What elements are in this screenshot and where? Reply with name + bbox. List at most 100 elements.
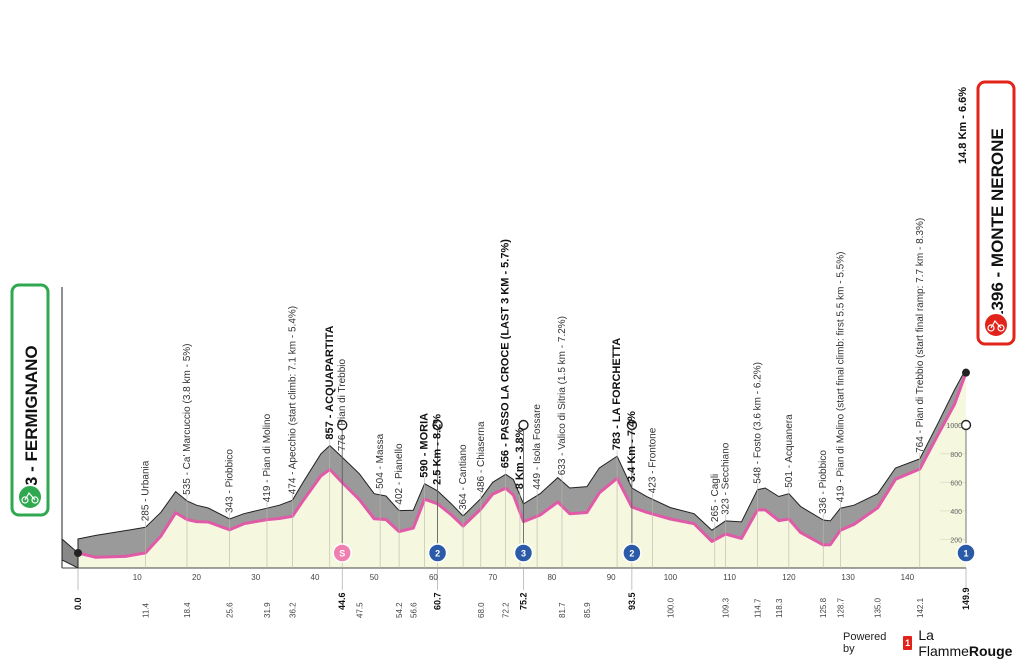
waypoint-label: 535 - Ca' Marcuccio (3.8 km - 5%) xyxy=(182,343,193,494)
km-waypoint-label: 72.2 xyxy=(502,602,511,618)
cyclist-icon xyxy=(983,312,1009,338)
km-waypoint-label: 25.6 xyxy=(226,602,235,618)
km-waypoint-label: 56.6 xyxy=(409,602,418,618)
km-waypoint-label: 114.7 xyxy=(754,598,763,618)
x-tick-label: 70 xyxy=(488,573,497,582)
elevation-tick-label: 600 xyxy=(950,480,962,487)
finish-label: 1396 - MONTE NERONE xyxy=(988,128,1007,320)
final-gradient-label: 14.8 Km - 6.6% xyxy=(957,87,969,164)
finish-banner: 1396 - MONTE NERONE 14.8 Km - 6.6% xyxy=(957,80,1016,346)
km-waypoint-label: 60.7 xyxy=(433,592,443,610)
waypoint-label: 402 - Pianello xyxy=(394,443,405,505)
waypoint-label: 633 - Valico di Sitria (1.5 km - 7.2%) xyxy=(557,316,568,475)
waypoint-label: 764 - Pian di Trebbio (start final ramp:… xyxy=(915,218,926,453)
elevation-tick-label: 200 xyxy=(950,537,962,544)
climb-category-badge xyxy=(956,543,976,563)
waypoint-label: 449 - Isola Fossare xyxy=(532,404,543,490)
km-waypoint-label: 18.4 xyxy=(183,602,192,618)
waypoint-label: 336 - Piobbico xyxy=(818,450,829,514)
brand-name: La FlammeRouge xyxy=(918,627,1013,659)
km-waypoint-label: 81.7 xyxy=(558,602,567,618)
km-waypoint-label: 31.9 xyxy=(263,602,272,618)
x-tick-label: 120 xyxy=(782,573,796,582)
waypoint-label: 857 - ACQUAPARTITA xyxy=(324,325,336,439)
km-waypoint-label: 142.1 xyxy=(916,597,925,618)
profile-area xyxy=(78,372,966,568)
km-waypoint-label: 93.5 xyxy=(627,592,637,610)
climb-category-label: 1 xyxy=(963,549,968,559)
km-waypoint-label: 47.5 xyxy=(355,602,364,618)
waypoint-label: 548 - Fosto (3.6 km - 6.2%) xyxy=(753,362,764,484)
climb-category-badge xyxy=(622,543,642,563)
climb-summit-dot xyxy=(337,419,348,431)
powered-by-text: Powered by xyxy=(843,631,887,655)
x-tick-label: 10 xyxy=(133,573,142,582)
km-waypoint-label: 85.9 xyxy=(583,602,592,618)
flamme-rouge-logo-icon: 1 xyxy=(903,636,913,650)
x-tick-label: 140 xyxy=(901,573,915,582)
x-tick-label: 60 xyxy=(429,573,438,582)
waypoint-label: 783 - LA FORCHETTA xyxy=(611,338,623,451)
waypoint-label: 265 - Cagli xyxy=(710,474,721,522)
climb-summit-dot xyxy=(626,419,638,431)
x-tick-label: 110 xyxy=(723,573,736,582)
start-label: 203 - FERMIGNANO xyxy=(22,345,41,505)
km-waypoint-label: 11.4 xyxy=(142,602,151,618)
elevation-tick-label: 1000 xyxy=(946,423,962,430)
cyclist-icon xyxy=(17,484,43,510)
waypoint-label: 323 - Secchiano xyxy=(721,442,732,515)
waypoint-label: 364 - Cantiano xyxy=(458,444,469,510)
start-point-dot xyxy=(74,549,82,558)
waypoint-label: 419 - Pian di Molino (start final climb:… xyxy=(835,252,846,503)
climb-category-badge xyxy=(427,543,448,563)
route-line xyxy=(77,372,968,559)
km-waypoint-label: 125.8 xyxy=(819,597,828,618)
x-tick-label: 20 xyxy=(192,573,201,582)
climb-category-label: S xyxy=(339,549,345,559)
elevation-tick-label: 800 xyxy=(950,452,962,459)
km-waypoint-label: 44.6 xyxy=(337,592,347,610)
waypoint-label: 343 - Piobbico xyxy=(225,449,236,513)
km-waypoint-label: 68.0 xyxy=(477,602,486,618)
km-waypoint-label: 109.3 xyxy=(722,597,731,618)
climb-category-badge xyxy=(332,543,352,563)
km-waypoint-label: 135.0 xyxy=(874,597,883,618)
x-tick-label: 130 xyxy=(841,573,855,582)
waypoint-label: 285 - Urbania xyxy=(141,460,152,521)
waypoint-label: 474 - Apecchio (start climb: 7.1 km - 5.… xyxy=(287,306,298,494)
elevation-tick-label: 400 xyxy=(950,509,962,516)
waypoint-label: 656 - PASSO LA CROCE (LAST 3 KM - 5.7%) xyxy=(500,239,512,469)
x-tick-label: 80 xyxy=(547,573,556,582)
waypoint-label: 486 - Chiaserna xyxy=(476,421,487,493)
climb-category-label: 2 xyxy=(435,549,440,559)
climb-summit-dot xyxy=(432,419,443,431)
km-waypoint-label: 36.2 xyxy=(288,602,297,618)
x-tick-label: 50 xyxy=(370,573,379,582)
climb-category-label: 3 xyxy=(521,549,526,559)
climb-category-label: 2 xyxy=(629,549,634,559)
climb-category-badge xyxy=(513,543,534,563)
x-tick-label: 40 xyxy=(311,573,320,582)
km-waypoint-label: 149.9 xyxy=(961,587,971,610)
climb-summit-dot xyxy=(518,419,529,431)
km-waypoint-label: 54.2 xyxy=(395,602,404,618)
waypoint-label: 501 - Acquanera xyxy=(784,414,795,488)
waypoint-label: 590 - MORIA xyxy=(419,413,431,478)
waypoint-label: 8 Km - 3.8% xyxy=(514,427,526,489)
start-banner: 203 - FERMIGNANO xyxy=(10,283,50,517)
waypoint-label: 423 - Frontone xyxy=(648,427,659,493)
x-tick-label: 30 xyxy=(251,573,260,582)
km-waypoint-label: 100.0 xyxy=(666,597,675,618)
powered-by-footer: Powered by 1 La FlammeRouge xyxy=(843,627,1024,659)
waypoint-label: 419 - Pian di Molino xyxy=(262,413,273,502)
waypoint-label: 3.4 Km - 7.4% xyxy=(626,411,638,482)
km-waypoint-label: 118.3 xyxy=(775,598,784,618)
km-waypoint-label: 128.7 xyxy=(836,597,845,618)
km-waypoint-label: 75.2 xyxy=(519,592,529,610)
waypoint-label: 504 - Massa xyxy=(375,433,386,488)
climb-summit-dot xyxy=(960,419,972,431)
waypoint-label: 2.5 Km - 8.2% xyxy=(432,414,444,485)
km-waypoint-label: 0.0 xyxy=(73,597,83,610)
finish-point-dot xyxy=(962,368,970,377)
